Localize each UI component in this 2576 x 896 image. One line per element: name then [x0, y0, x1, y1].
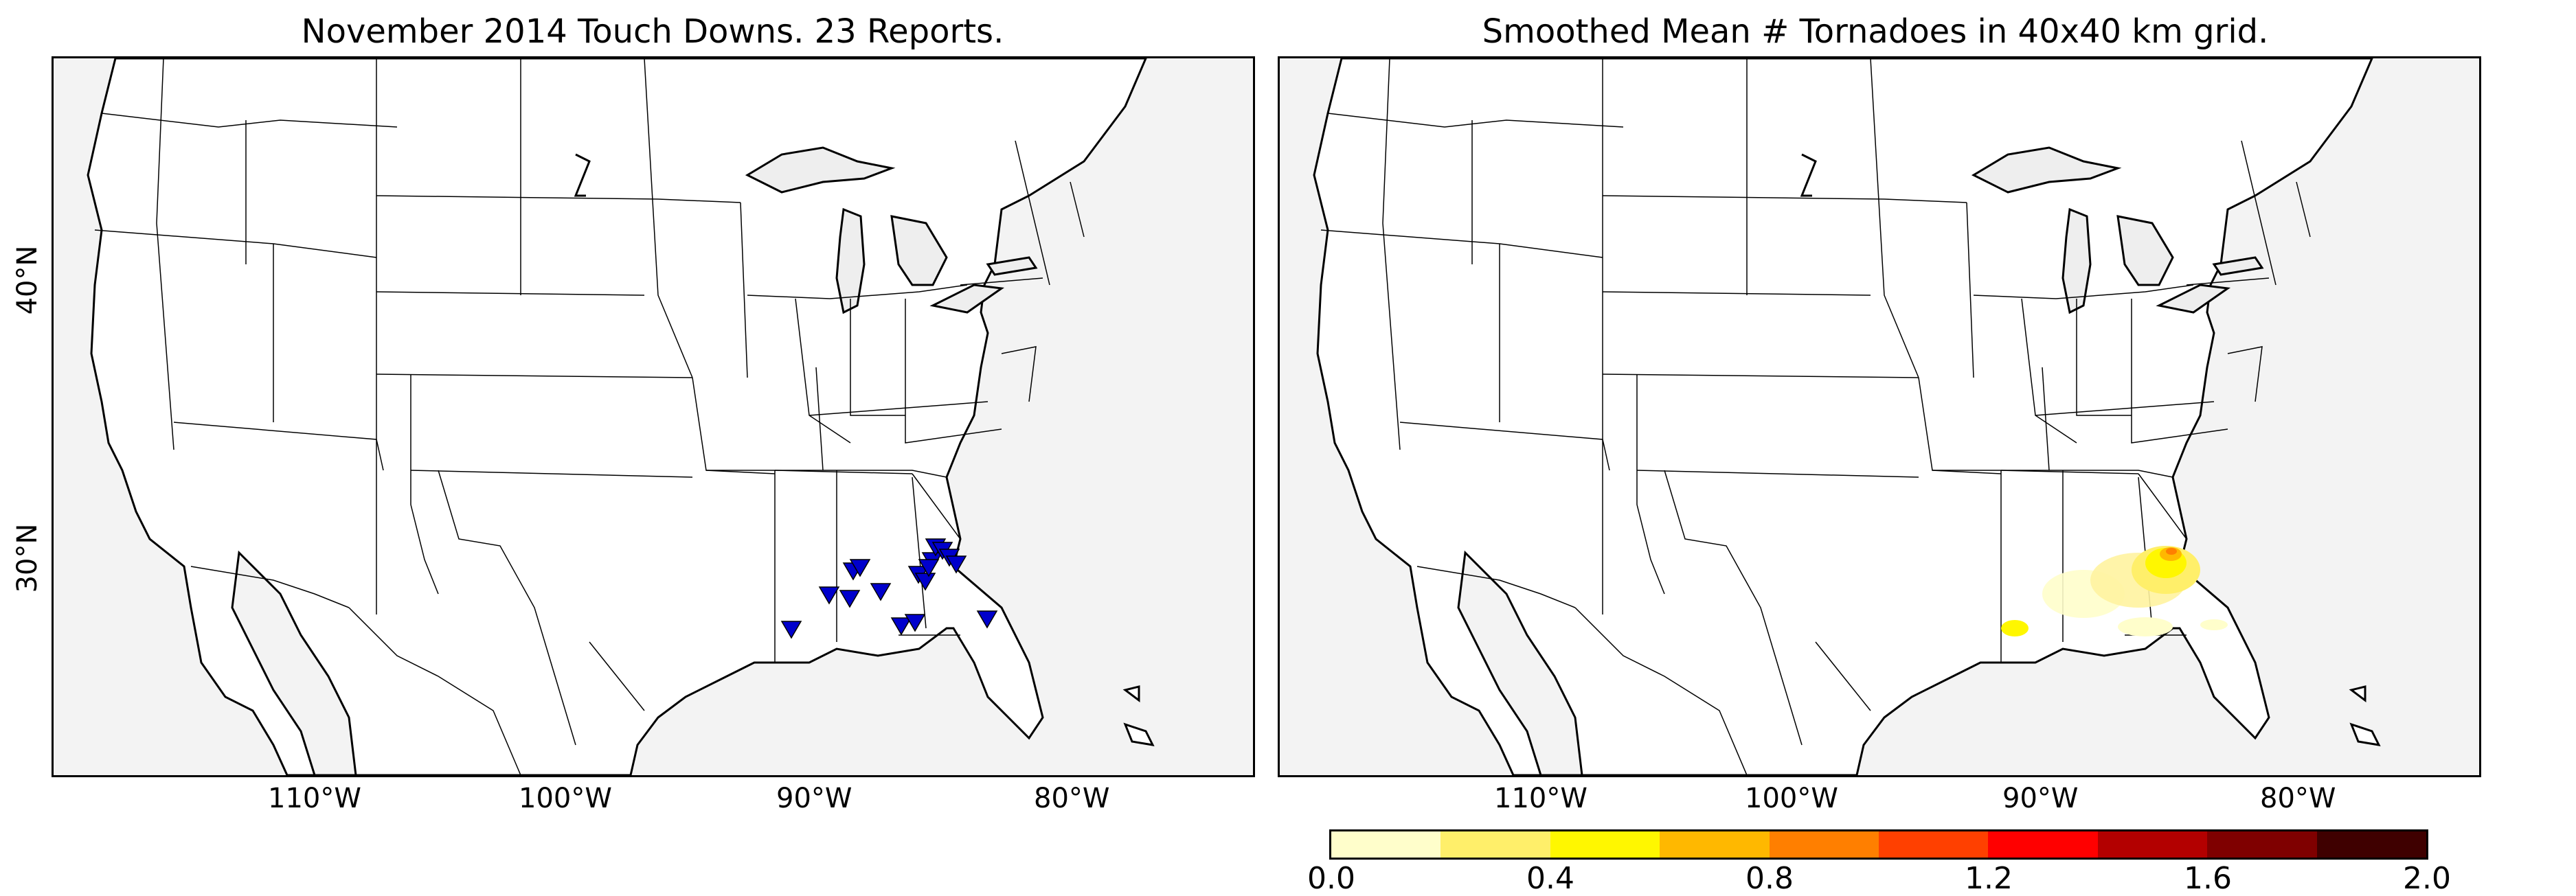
right-map-panel [1278, 56, 2481, 777]
left-lon-tick-110w: 110°W [268, 783, 361, 814]
island-fragment [1122, 685, 1140, 702]
colorbar-segment [1769, 831, 1879, 858]
tornado-marker [870, 583, 892, 601]
colorbar-segment [2207, 831, 2317, 858]
cuba-fragment [2349, 722, 2381, 746]
great-lake-huron [2116, 215, 2174, 286]
lake-winnipeg [574, 153, 591, 197]
colorbar-tick: 0.4 [1526, 861, 1574, 896]
colorbar-segment [1550, 831, 1660, 858]
tornado-density-field [2001, 546, 2228, 636]
great-lake-superior [1971, 146, 2122, 194]
great-lake-superior [745, 146, 896, 194]
island-fragment [2349, 685, 2366, 702]
state-borders [1320, 58, 2311, 775]
tornado-marker [914, 573, 936, 591]
colorbar [1329, 829, 2428, 860]
right-map-title: Smoothed Mean # Tornadoes in 40x40 km gr… [1482, 12, 2269, 51]
colorbar-tick: 0.8 [1745, 861, 1794, 896]
left-map-title: November 2014 Touch Downs. 23 Reports. [301, 12, 1004, 51]
colorbar-tick: 1.6 [2184, 861, 2232, 896]
baja-coast [1457, 550, 1583, 775]
right-lon-tick-90w: 90°W [2002, 783, 2079, 814]
colorbar-segment [1988, 831, 2098, 858]
tornado-marker [818, 586, 840, 605]
great-lake-huron [890, 215, 948, 286]
great-lake-erie [2156, 284, 2231, 314]
colorbar-tick: 2.0 [2403, 861, 2451, 896]
tornado-marker [918, 559, 940, 577]
colorbar-segment [1660, 831, 1770, 858]
great-lake-ontario [2212, 256, 2264, 276]
left-lon-tick-90w: 90°W [776, 783, 852, 814]
left-map-canvas [87, 58, 1155, 775]
right-map-canvas [1313, 58, 2381, 775]
tornado-markers [780, 538, 998, 639]
left-lon-tick-100w: 100°W [519, 783, 612, 814]
left-lon-tick-80w: 80°W [1034, 783, 1110, 814]
lat-tick-40n: 40°N [12, 245, 43, 315]
colorbar-tick: 1.2 [1965, 861, 2013, 896]
colorbar-segment [2316, 831, 2427, 858]
colorbar-tick: 0.0 [1307, 861, 1355, 896]
lake-winnipeg [1800, 153, 1817, 197]
tornado-marker [849, 559, 871, 577]
left-map-panel [52, 56, 1255, 777]
tornado-marker [976, 610, 998, 629]
great-lake-ontario [986, 256, 1038, 276]
colorbar-segment [1440, 831, 1550, 858]
lat-tick-30n: 30°N [12, 523, 43, 593]
great-lake-erie [929, 284, 1005, 314]
right-lon-tick-110w: 110°W [1494, 783, 1588, 814]
colorbar-segment [1331, 831, 1441, 858]
tornado-marker [945, 555, 967, 574]
right-lon-tick-100w: 100°W [1745, 783, 1838, 814]
tornado-marker [904, 614, 926, 632]
north-america-landmass [87, 58, 1147, 775]
tornado-marker [890, 617, 912, 636]
north-america-landmass [1313, 58, 2373, 775]
cuba-fragment [1123, 722, 1155, 746]
colorbar-segment [1879, 831, 1989, 858]
colorbar-segment [2097, 831, 2208, 858]
state-borders [94, 58, 1085, 775]
tornado-marker [839, 590, 861, 608]
tornado-marker [780, 621, 802, 639]
right-lon-tick-80w: 80°W [2260, 783, 2336, 814]
baja-coast [231, 550, 357, 775]
